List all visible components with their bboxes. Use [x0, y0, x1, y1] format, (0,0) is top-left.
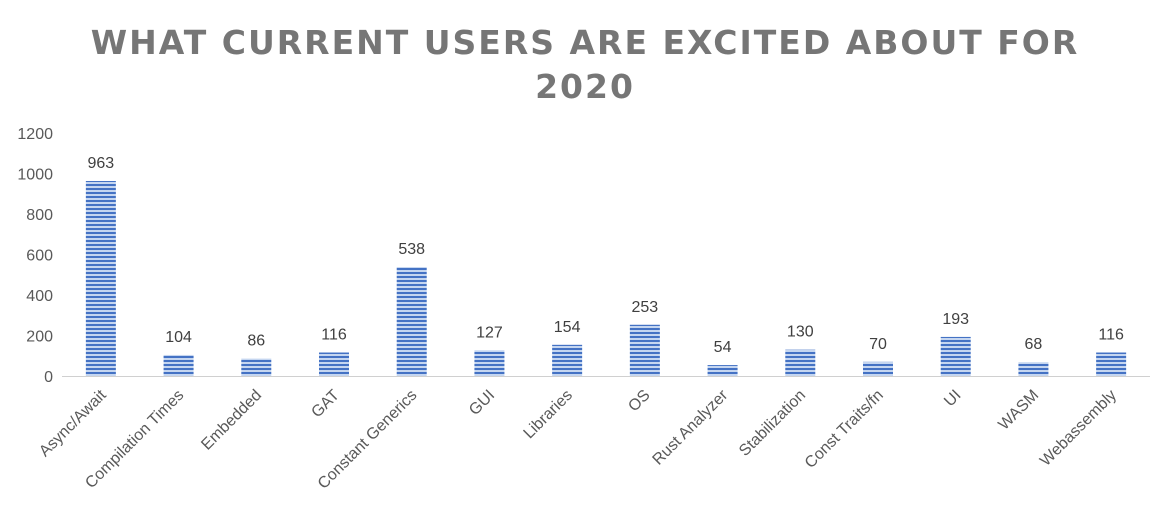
y-tick-label: 400: [26, 288, 53, 305]
chart-title-line-2: 2020: [535, 67, 635, 106]
bar: [163, 354, 194, 376]
bars: [85, 180, 1127, 376]
bar: [85, 180, 116, 376]
x-tick-label: Webassembly: [1037, 387, 1120, 470]
data-label: 127: [476, 324, 503, 341]
x-tick-label: Async/Await: [36, 386, 110, 460]
y-tick-label: 600: [26, 248, 53, 265]
bar: [552, 344, 583, 376]
x-tick-label: Stabilization: [736, 387, 809, 460]
data-labels: 963 104 86 116 538 127 154 253 54 130 70 193 68 116: [88, 155, 1124, 356]
x-tick-label: OS: [625, 387, 653, 415]
y-tick-label: 1000: [17, 167, 53, 184]
chart-title-line-1: WHAT CURRENT USERS ARE EXCITED ABOUT FOR: [91, 23, 1080, 62]
data-label: 538: [398, 241, 425, 258]
data-label: 68: [1025, 336, 1043, 353]
data-label: 193: [942, 311, 969, 328]
y-tick-label: 1200: [17, 126, 53, 143]
data-label: 70: [869, 336, 887, 353]
data-label: 154: [554, 319, 581, 336]
x-tick-label: Embedded: [198, 387, 265, 454]
y-tick-label: 0: [44, 369, 53, 386]
data-label: 104: [165, 329, 192, 346]
data-label: 253: [632, 299, 659, 316]
x-tick-label: Libraries: [521, 387, 576, 442]
bar: [1018, 362, 1049, 376]
x-tick-label: WASM: [995, 387, 1042, 434]
x-tick-label: GAT: [308, 387, 343, 422]
y-axis: 0 200 400 600 800 1000 1200: [17, 126, 53, 386]
bar: [707, 365, 738, 376]
x-tick-label: GUI: [466, 387, 498, 419]
data-label: 86: [247, 333, 265, 350]
bar: [241, 358, 272, 376]
bar: [629, 324, 660, 376]
bar: [785, 349, 816, 376]
x-tick-label: Rust Analyzer: [650, 386, 732, 468]
x-tick-label: UI: [941, 387, 964, 410]
bar: [940, 336, 971, 376]
bar: [319, 352, 349, 376]
data-label: 116: [321, 327, 347, 344]
bar: [1096, 352, 1127, 376]
bar: [863, 361, 893, 376]
data-label: 54: [714, 339, 732, 356]
x-tick-label: Const Traits/fn: [802, 387, 887, 472]
y-tick-label: 800: [26, 207, 53, 224]
bar: [474, 350, 505, 376]
data-label: 116: [1098, 327, 1124, 344]
data-label: 963: [88, 155, 115, 172]
y-tick-label: 200: [26, 329, 53, 346]
bar: [396, 267, 427, 376]
data-label: 130: [787, 324, 814, 341]
